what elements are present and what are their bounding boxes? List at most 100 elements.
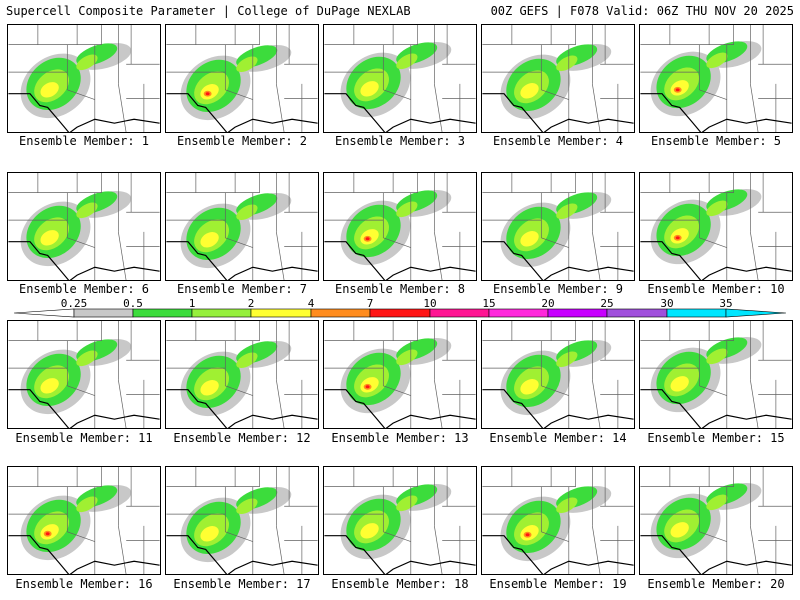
ensemble-map [324,321,476,428]
ensemble-panel [323,466,477,575]
scp-contour-yellow [40,82,59,98]
coastline-border [69,560,160,574]
scp-contour-lime [76,202,98,219]
colorbar-tick-label: 10 [423,297,437,310]
state-boundary [699,531,727,542]
ensemble-panel [7,172,161,281]
state-boundary [541,89,569,100]
state-boundary [434,83,443,132]
coastline-border [482,241,544,280]
state-boundary [541,237,569,248]
coastline-border [227,266,318,280]
ensemble-map [640,173,792,280]
ensemble-map [166,25,318,132]
scp-contour-yellow [200,526,219,542]
scp-contour-lime [396,201,418,218]
scp-contour-lime [76,350,98,367]
state-boundary [225,237,253,248]
ensemble-panel [165,320,319,429]
ensemble-map [482,173,634,280]
ensemble-panel [323,320,477,429]
coastline-border [8,535,70,574]
colorbar-segment [488,308,549,318]
ensemble-member-label: Ensemble Member: 2 [176,134,308,148]
scp-contour-red [45,532,50,536]
state-boundary [541,385,569,396]
coastline-border [385,560,476,574]
ensemble-member-label: Ensemble Member: 8 [334,282,466,296]
ensemble-map [8,173,160,280]
scp-contour-yellow [520,231,539,247]
colorbar-tick-label: 30 [660,297,674,310]
coastline-border [69,414,160,428]
scp-contour-lime [706,52,728,69]
ensemble-map [482,25,634,132]
header-title: Supercell Composite Parameter | College … [6,4,411,18]
ensemble-panel [639,172,793,281]
coastline-border [166,93,228,132]
ensemble-map [324,25,476,132]
scp-contour-lime [236,204,258,221]
ensemble-map [482,321,634,428]
state-boundary [118,379,127,428]
state-boundary [750,525,759,574]
coastline-border [166,535,228,574]
ensemble-member-label: Ensemble Member: 4 [492,134,624,148]
state-boundary [67,385,95,396]
coastline-border [227,414,318,428]
scp-contour-lime [396,495,418,512]
ensemble-map [482,467,634,574]
ensemble-panel [481,24,635,133]
coastline-border [543,414,634,428]
state-boundary [118,83,127,132]
ensemble-member-label: Ensemble Member: 19 [489,577,627,591]
colorbar-tick-label: 4 [307,297,315,310]
coastline-border [640,535,702,574]
coastline-border [482,93,544,132]
ensemble-member-label: Ensemble Member: 1 [18,134,150,148]
coastline-border [640,93,702,132]
state-boundary [118,231,127,280]
scp-contour-lime [236,56,258,73]
scp-contour-lime [396,53,418,70]
state-boundary [118,525,127,574]
state-boundary [383,89,411,100]
coastline-border [8,93,70,132]
coastline-border [324,535,386,574]
coastline-border [701,414,792,428]
state-boundary [750,231,759,280]
ensemble-member-label: Ensemble Member: 14 [489,431,627,445]
ensemble-panel [639,24,793,133]
colorbar-segment [429,308,490,318]
scp-contour-yellow [670,522,689,538]
ensemble-panel [165,466,319,575]
scp-contour-yellow [360,523,379,539]
scp-contour-lime [556,55,578,72]
ensemble-member-label: Ensemble Member: 13 [331,431,469,445]
scp-contour-yellow [360,81,379,97]
ensemble-member-label: Ensemble Member: 17 [173,577,311,591]
header-run-info: 00Z GEFS | F078 Valid: 06Z THU NOV 20 20… [490,4,794,18]
scp-contour-yellow [40,378,59,394]
state-boundary [750,379,759,428]
ensemble-member-label: Ensemble Member: 15 [647,431,785,445]
ensemble-panel [481,466,635,575]
state-boundary [225,89,253,100]
ensemble-member-label: Ensemble Member: 11 [15,431,153,445]
ensemble-member-label: Ensemble Member: 5 [650,134,782,148]
state-boundary [434,231,443,280]
scp-contour-lime [706,200,728,217]
ensemble-member-label: Ensemble Member: 16 [15,577,153,591]
ensemble-map [640,25,792,132]
scp-contour-lime [76,496,98,513]
scp-contour-lime [396,349,418,366]
colorbar-tick-label: 1 [188,297,196,310]
state-boundary [67,237,95,248]
ensemble-panel [323,172,477,281]
ensemble-map [640,467,792,574]
coastline-border [69,266,160,280]
coastline-border [227,118,318,132]
colorbar-tick-label: 15 [482,297,496,310]
coastline-border [324,241,386,280]
scp-contour-lime [236,498,258,515]
